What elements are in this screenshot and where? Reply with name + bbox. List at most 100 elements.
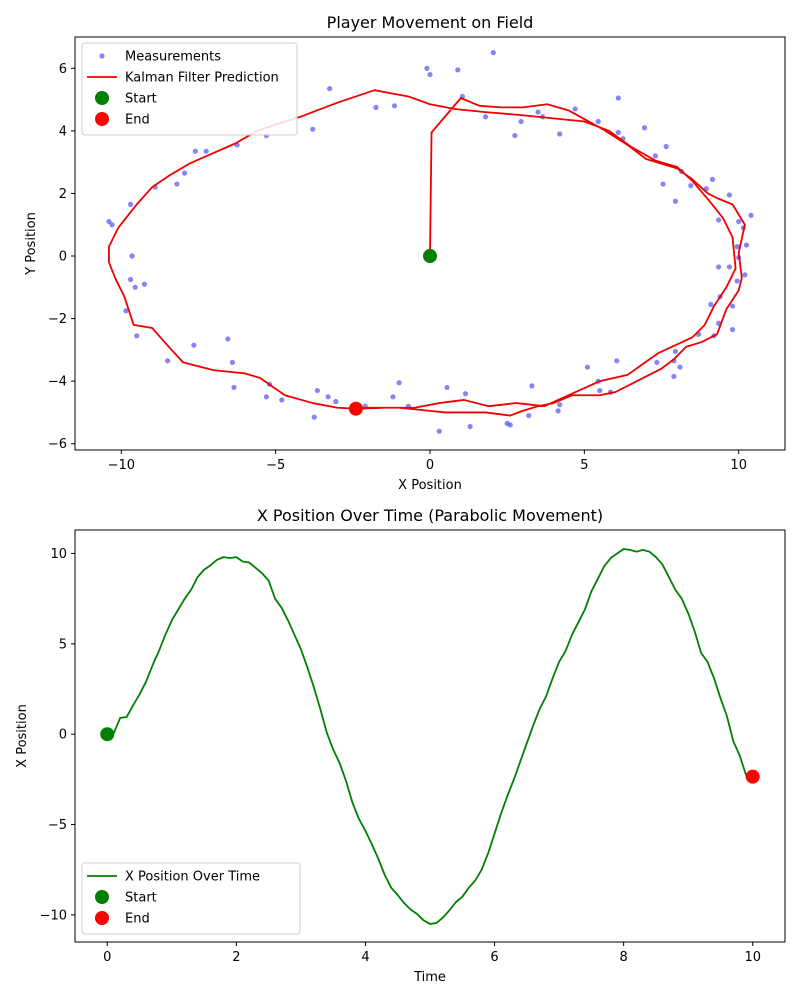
measurement-point (526, 412, 532, 419)
measurement-point (263, 394, 269, 400)
measurement-point (535, 109, 541, 115)
y-tick-label: 2 (59, 187, 67, 202)
measurement-point (424, 65, 430, 71)
measurement-point (748, 212, 754, 218)
x-tick-label: −10 (108, 458, 135, 473)
measurement-point (716, 217, 722, 223)
chart-title: X Position Over Time (Parabolic Movement… (257, 506, 603, 525)
measurement-point (557, 402, 563, 408)
y-tick-label: −6 (48, 437, 67, 452)
measurement-point (455, 67, 461, 73)
y-tick-label: −4 (48, 375, 67, 390)
measurement-point (716, 264, 722, 270)
measurement-point (671, 373, 677, 380)
measurement-point (729, 326, 736, 333)
legend-marker-end (95, 112, 109, 126)
measurement-point (688, 183, 694, 189)
measurement-point (734, 278, 740, 284)
measurement-point (436, 428, 442, 434)
legend-marker-end (95, 911, 109, 925)
legend-marker-measurements (99, 53, 105, 59)
measurement-point (231, 384, 237, 391)
measurement-point (129, 253, 135, 259)
kalman-prediction-line (108, 89, 746, 417)
x-position-time-chart: X Position Over Time (Parabolic Movement… (15, 506, 786, 985)
x-tick-label: 4 (361, 950, 369, 965)
measurement-point (203, 148, 209, 154)
measurement-point (652, 153, 658, 159)
plot-area (107, 548, 753, 925)
measurement-point (736, 218, 742, 225)
legend-box (81, 42, 298, 136)
y-tick-label: −10 (40, 908, 67, 923)
measurement-point (123, 308, 129, 314)
measurement-point (311, 414, 317, 420)
x-tick-label: −5 (266, 458, 285, 473)
y-axis-label: X Position (15, 704, 30, 768)
measurement-point (225, 336, 231, 342)
x-tick-label: 0 (103, 950, 111, 965)
measurement-point (663, 143, 669, 150)
measurement-point (467, 423, 473, 430)
x-tick-label: 5 (580, 458, 588, 473)
measurement-point (557, 131, 563, 137)
measurement-point (507, 422, 513, 428)
x-axis-label: Time (413, 970, 446, 985)
measurement-point (127, 276, 134, 283)
measurement-point (726, 264, 733, 270)
measurement-point (709, 176, 716, 182)
measurement-point (615, 129, 621, 136)
measurement-point (391, 103, 398, 109)
measurement-point (462, 391, 469, 397)
legend-label: End (125, 113, 150, 128)
measurement-point (672, 198, 679, 204)
measurement-point (518, 118, 524, 125)
measurement-point (672, 348, 679, 355)
measurement-point (327, 86, 333, 92)
measurement-point (641, 125, 648, 131)
legend: Measurements Kalman Filter Prediction Star… (81, 42, 298, 136)
x-tick-label: 0 (426, 458, 434, 473)
measurement-point (726, 192, 733, 198)
measurement-point (743, 242, 750, 248)
measurement-point (396, 380, 402, 386)
start-marker (100, 727, 115, 742)
measurement-point (132, 284, 138, 290)
measurement-point (734, 244, 740, 250)
plot-frame (74, 529, 786, 943)
measurement-point (191, 342, 197, 348)
legend-box (81, 862, 301, 935)
x-tick-label: 6 (490, 950, 498, 965)
measurement-point (181, 170, 188, 176)
end-marker (745, 769, 760, 784)
chart-title: Player Movement on Field (327, 13, 534, 32)
plot-area (106, 50, 754, 434)
y-tick-label: 4 (59, 124, 67, 139)
measurement-point (729, 303, 736, 309)
x-tick-label: 10 (744, 950, 761, 965)
measurement-point (127, 201, 134, 207)
measurement-point (373, 104, 379, 110)
legend: X Position Over Time Start End (81, 862, 301, 935)
measurement-point (141, 281, 148, 287)
legend-label: Start (125, 891, 157, 906)
measurement-point (584, 364, 591, 370)
measurement-point (654, 359, 660, 365)
measurement-point (708, 301, 714, 308)
y-axis-label: Y Position (24, 212, 39, 276)
y-tick-label: 0 (59, 250, 67, 265)
y-tick-label: 10 (50, 547, 67, 562)
legend-label: End (125, 912, 150, 927)
x-axis-label: X Position (398, 478, 462, 493)
legend-marker-start (95, 890, 109, 904)
field-movement-chart: Player Movement on Field −10 −5 0 5 10 −6 −4 −2 0… (24, 13, 786, 493)
measurement-point (310, 126, 316, 132)
measurement-points (106, 50, 754, 434)
measurement-point (134, 333, 140, 339)
y-tick-label: 6 (59, 62, 67, 77)
measurement-point (742, 272, 748, 278)
measurement-point (597, 387, 603, 394)
legend-label: X Position Over Time (125, 870, 260, 885)
y-tick-label: −5 (48, 818, 67, 833)
